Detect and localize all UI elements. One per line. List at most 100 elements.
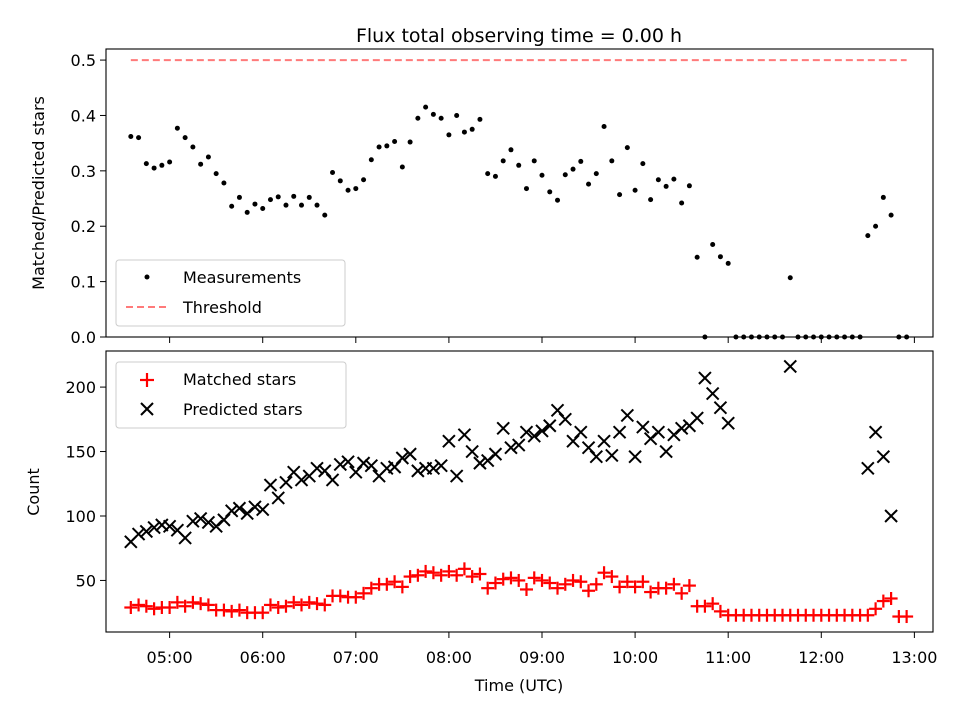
matched-star-point (419, 564, 433, 578)
predicted-star-point (628, 449, 642, 464)
matched-star-point (519, 582, 533, 596)
predicted-star-point (403, 447, 417, 461)
bottom-y-tick-label: 200 (65, 378, 96, 397)
matched-star-point (900, 610, 914, 624)
predicted-star-point (426, 461, 441, 476)
matched-star-point (411, 568, 425, 582)
bottom-legend-box (115, 361, 347, 429)
measurement-point (361, 177, 367, 183)
matched-star-point (884, 591, 898, 605)
predicted-star-point (535, 424, 549, 438)
predicted-star-point (488, 447, 503, 461)
measurement-point (174, 125, 180, 131)
legend-matched-marker (140, 373, 154, 387)
measurement-point (694, 254, 700, 260)
bottom-y-ticks: 50 100 150 200 (65, 378, 106, 590)
measurement-point (314, 202, 320, 208)
predicted-star-point (597, 434, 611, 448)
measurement-point (159, 162, 165, 168)
matched-star-point (201, 598, 215, 612)
measurement-point (446, 132, 452, 138)
matched-star-point (388, 575, 402, 589)
legend-predicted-marker (140, 402, 154, 416)
matched-star-point (574, 575, 588, 589)
predicted-stars-points (124, 359, 898, 549)
measurement-point (655, 177, 661, 183)
measurement-point (461, 129, 467, 135)
predicted-star-point (232, 501, 247, 515)
matched-star-point (403, 570, 417, 584)
matched-star-point (589, 577, 603, 591)
predicted-star-point (434, 459, 448, 473)
legend-predicted-label: Predicted stars (183, 400, 303, 419)
legend-measurements-label: Measurements (183, 268, 301, 287)
measurement-point (888, 212, 894, 218)
predicted-star-point (147, 520, 161, 535)
matched-star-point (488, 576, 502, 590)
x-tick-label: 12:00 (798, 648, 844, 667)
predicted-star-point (612, 425, 627, 439)
matched-star-point (659, 581, 673, 595)
measurement-point (500, 158, 506, 164)
matched-star-point (504, 571, 518, 585)
matched-star-point (465, 570, 479, 584)
measurement-point (415, 115, 421, 121)
bottom-legend: Matched stars Predicted stars (115, 361, 347, 429)
matched-star-point (124, 601, 138, 615)
measurement-point (283, 202, 289, 208)
measurement-point (143, 161, 149, 167)
measurement-point (151, 165, 157, 171)
measurement-point (438, 115, 444, 121)
predicted-star-point (636, 420, 650, 434)
measurement-point (562, 172, 568, 178)
predicted-star-point (698, 371, 712, 385)
matched-star-point (713, 604, 727, 618)
measurement-point (198, 161, 204, 167)
matched-star-point (620, 575, 634, 589)
predicted-star-point (395, 451, 410, 465)
measurement-point (485, 171, 491, 177)
predicted-star-point (193, 511, 208, 526)
measurement-point (539, 172, 545, 178)
bottom-y-tick-label: 50 (76, 571, 96, 590)
x-tick-label: 08:00 (426, 648, 472, 667)
predicted-star-point (868, 425, 883, 439)
measurement-point (236, 194, 242, 200)
legend-threshold-label: Threshold (182, 298, 262, 317)
measurement-points (128, 104, 910, 340)
measurement-point (624, 145, 630, 151)
measurement-point (399, 164, 405, 170)
measurement-point (508, 147, 514, 153)
predicted-star-point (558, 412, 572, 427)
predicted-star-point (201, 515, 216, 530)
top-axes-frame (105, 48, 934, 338)
top-y-tick-label: 0.4 (71, 106, 96, 125)
measurement-point (291, 193, 297, 199)
measurement-point (632, 187, 638, 193)
matched-star-point (132, 598, 146, 612)
predicted-star-point (224, 504, 239, 518)
predicted-star-point (294, 473, 309, 487)
matched-star-point (582, 584, 596, 598)
matched-star-point (597, 566, 611, 580)
x-tick-label: 05:00 (147, 648, 193, 667)
matched-star-point (636, 575, 650, 589)
measurement-point (221, 180, 227, 186)
matched-star-point (706, 597, 720, 611)
measurement-point (229, 203, 235, 209)
top-legend: Measurements Threshold (115, 259, 346, 327)
measurement-point (593, 171, 599, 177)
bottom-y-tick-label: 100 (65, 507, 96, 526)
matched-star-point (186, 595, 200, 609)
measurement-point (578, 158, 584, 164)
measurement-point (717, 254, 723, 260)
matched-star-point (178, 599, 192, 613)
bottom-y-tick-label: 150 (65, 443, 96, 462)
measurement-point (531, 158, 537, 164)
matched-star-point (349, 590, 363, 604)
measurement-point (640, 161, 646, 167)
x-tick-label: 09:00 (519, 648, 565, 667)
measurement-point (873, 223, 879, 229)
matched-star-point (558, 577, 572, 591)
predicted-star-point (178, 531, 192, 545)
